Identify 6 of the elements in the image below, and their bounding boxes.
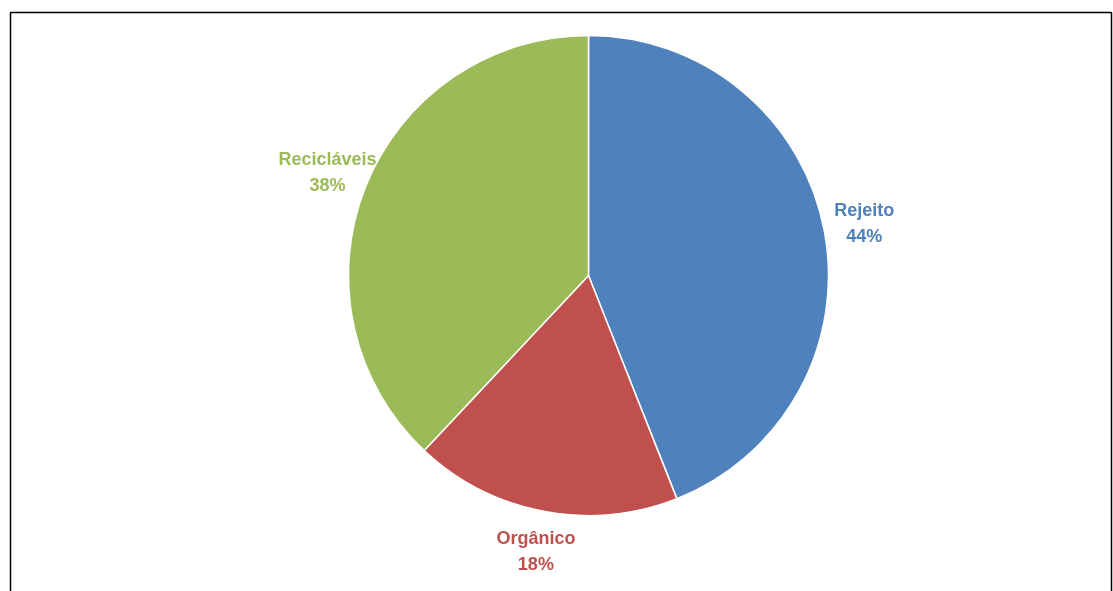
slice-label: Recicláveis — [278, 149, 377, 170]
data-label: 44% — [846, 225, 883, 246]
data-label: 38% — [309, 175, 346, 196]
slice-label: Orgânico — [496, 528, 576, 549]
data-label: 18% — [517, 554, 554, 575]
slice-label: Rejeito — [834, 199, 895, 220]
